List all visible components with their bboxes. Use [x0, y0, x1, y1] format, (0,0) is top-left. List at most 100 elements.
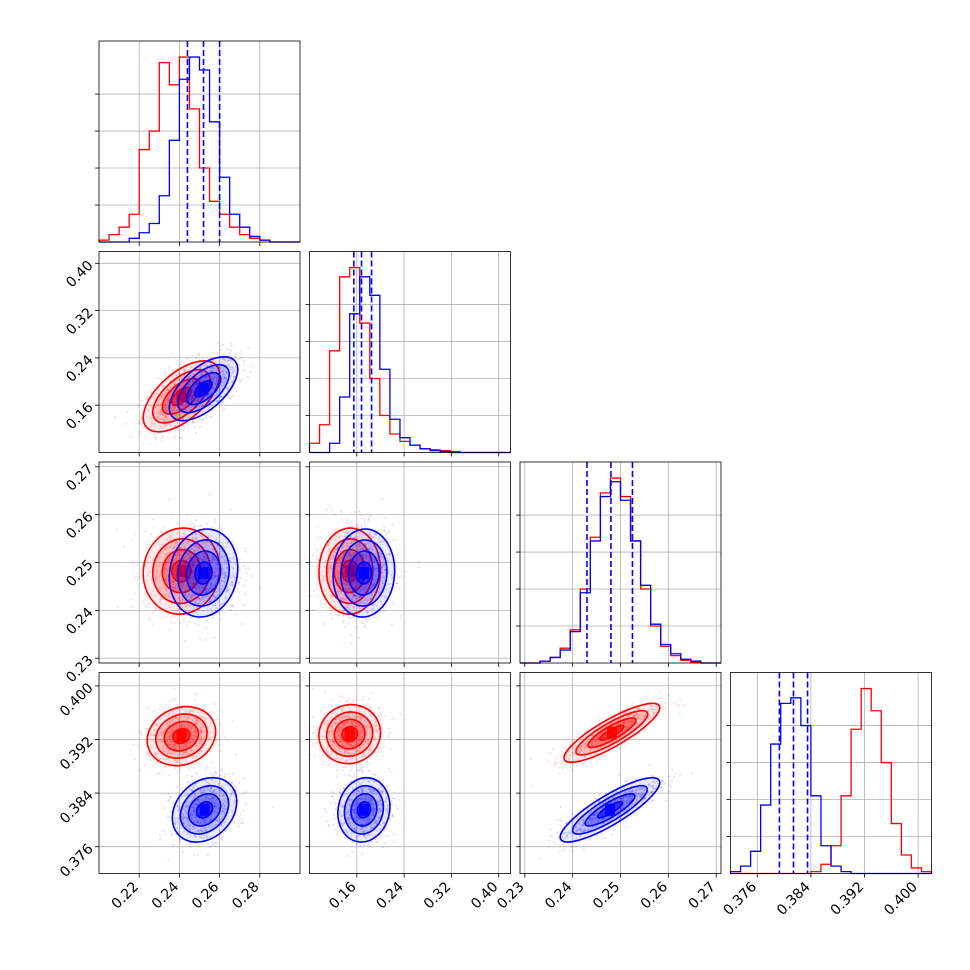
- sample-point: [172, 583, 175, 586]
- sample-point: [224, 820, 227, 823]
- sample-point: [178, 377, 181, 381]
- sample-point: [334, 584, 337, 587]
- sample-point: [200, 379, 203, 382]
- sample-point: [178, 551, 181, 554]
- sample-point: [201, 822, 204, 825]
- sample-point: [200, 404, 204, 407]
- sample-point: [183, 393, 186, 396]
- sample-point: [237, 581, 241, 584]
- sample-point: [212, 844, 215, 847]
- sample-point: [363, 522, 367, 525]
- sample-point: [181, 586, 184, 589]
- sample-point: [218, 588, 221, 591]
- sample-point: [178, 608, 181, 611]
- sample-point: [165, 415, 168, 419]
- sample-point: [207, 732, 210, 735]
- sample-point: [184, 569, 187, 572]
- sample-point: [238, 558, 241, 561]
- sample-point: [231, 772, 235, 775]
- sample-point: [178, 569, 181, 572]
- sample-point: [164, 404, 168, 407]
- sample-point: [217, 807, 220, 810]
- sample-point: [216, 352, 219, 355]
- sample-point: [190, 724, 193, 727]
- sample-point: [230, 789, 233, 792]
- sample-point: [311, 554, 314, 557]
- sample-point: [185, 541, 188, 545]
- sample-point: [190, 409, 193, 412]
- sample-point: [190, 380, 193, 384]
- sample-point: [199, 557, 202, 561]
- sample-point: [221, 810, 224, 813]
- sample-point: [151, 517, 155, 521]
- sample-point: [180, 399, 183, 402]
- sample-point: [200, 598, 203, 601]
- sample-point: [199, 730, 203, 733]
- sample-point: [210, 369, 213, 372]
- sample-point: [230, 342, 233, 345]
- sample-point: [221, 378, 225, 381]
- sample-point: [171, 572, 174, 575]
- sample-point: [197, 608, 201, 611]
- sample-point: [161, 552, 164, 555]
- sample-point: [169, 834, 172, 837]
- sample-point: [202, 586, 205, 589]
- sample-point: [192, 806, 196, 809]
- sample-point: [220, 550, 224, 553]
- sample-point: [192, 563, 195, 566]
- sample-point: [186, 377, 189, 380]
- sample-point: [183, 545, 186, 548]
- sample-point: [193, 586, 196, 590]
- sample-point: [178, 599, 182, 602]
- sample-point: [377, 615, 380, 618]
- sample-point: [186, 746, 189, 749]
- sample-point: [172, 760, 175, 763]
- sample-point: [164, 403, 167, 406]
- sample-point: [208, 415, 212, 418]
- sample-point: [182, 405, 185, 408]
- sample-point: [204, 595, 207, 599]
- sample-point: [212, 595, 215, 598]
- sample-point: [192, 825, 195, 828]
- series-b-density: [138, 342, 252, 440]
- sample-point: [184, 744, 187, 747]
- sample-point: [360, 514, 363, 517]
- sample-point: [183, 370, 187, 373]
- sample-point: [189, 814, 192, 817]
- sample-point: [140, 399, 144, 402]
- sample-point: [319, 601, 323, 604]
- sample-point: [219, 774, 223, 777]
- sample-point: [165, 402, 168, 406]
- sample-point: [168, 735, 171, 738]
- sample-point: [189, 738, 193, 741]
- sample-point: [175, 761, 178, 764]
- sample-point: [189, 596, 193, 599]
- sample-point: [170, 746, 174, 749]
- sample-point: [192, 820, 195, 823]
- sample-point: [201, 377, 204, 380]
- sample-point: [207, 826, 211, 829]
- sample-point: [166, 539, 169, 542]
- sample-point: [168, 498, 171, 501]
- sample-point: [191, 559, 194, 563]
- sample-point: [150, 420, 153, 423]
- sample-point: [186, 587, 190, 590]
- sample-point: [194, 535, 197, 538]
- sample-point: [198, 379, 201, 382]
- sample-point: [231, 371, 235, 374]
- sample-point: [222, 795, 225, 798]
- sample-point: [223, 572, 226, 576]
- sample-point: [240, 353, 243, 356]
- sample-point: [182, 399, 185, 402]
- sample-point: [207, 731, 210, 734]
- sample-point: [214, 842, 217, 845]
- sample-point: [196, 820, 200, 823]
- panel-border: [98, 40, 301, 243]
- sample-point: [191, 420, 195, 423]
- sample-point: [177, 393, 180, 396]
- sample-point: [203, 555, 206, 558]
- sample-point: [212, 377, 216, 380]
- sample-point: [190, 738, 193, 741]
- sample-point: [170, 614, 174, 618]
- sample-point: [243, 777, 246, 780]
